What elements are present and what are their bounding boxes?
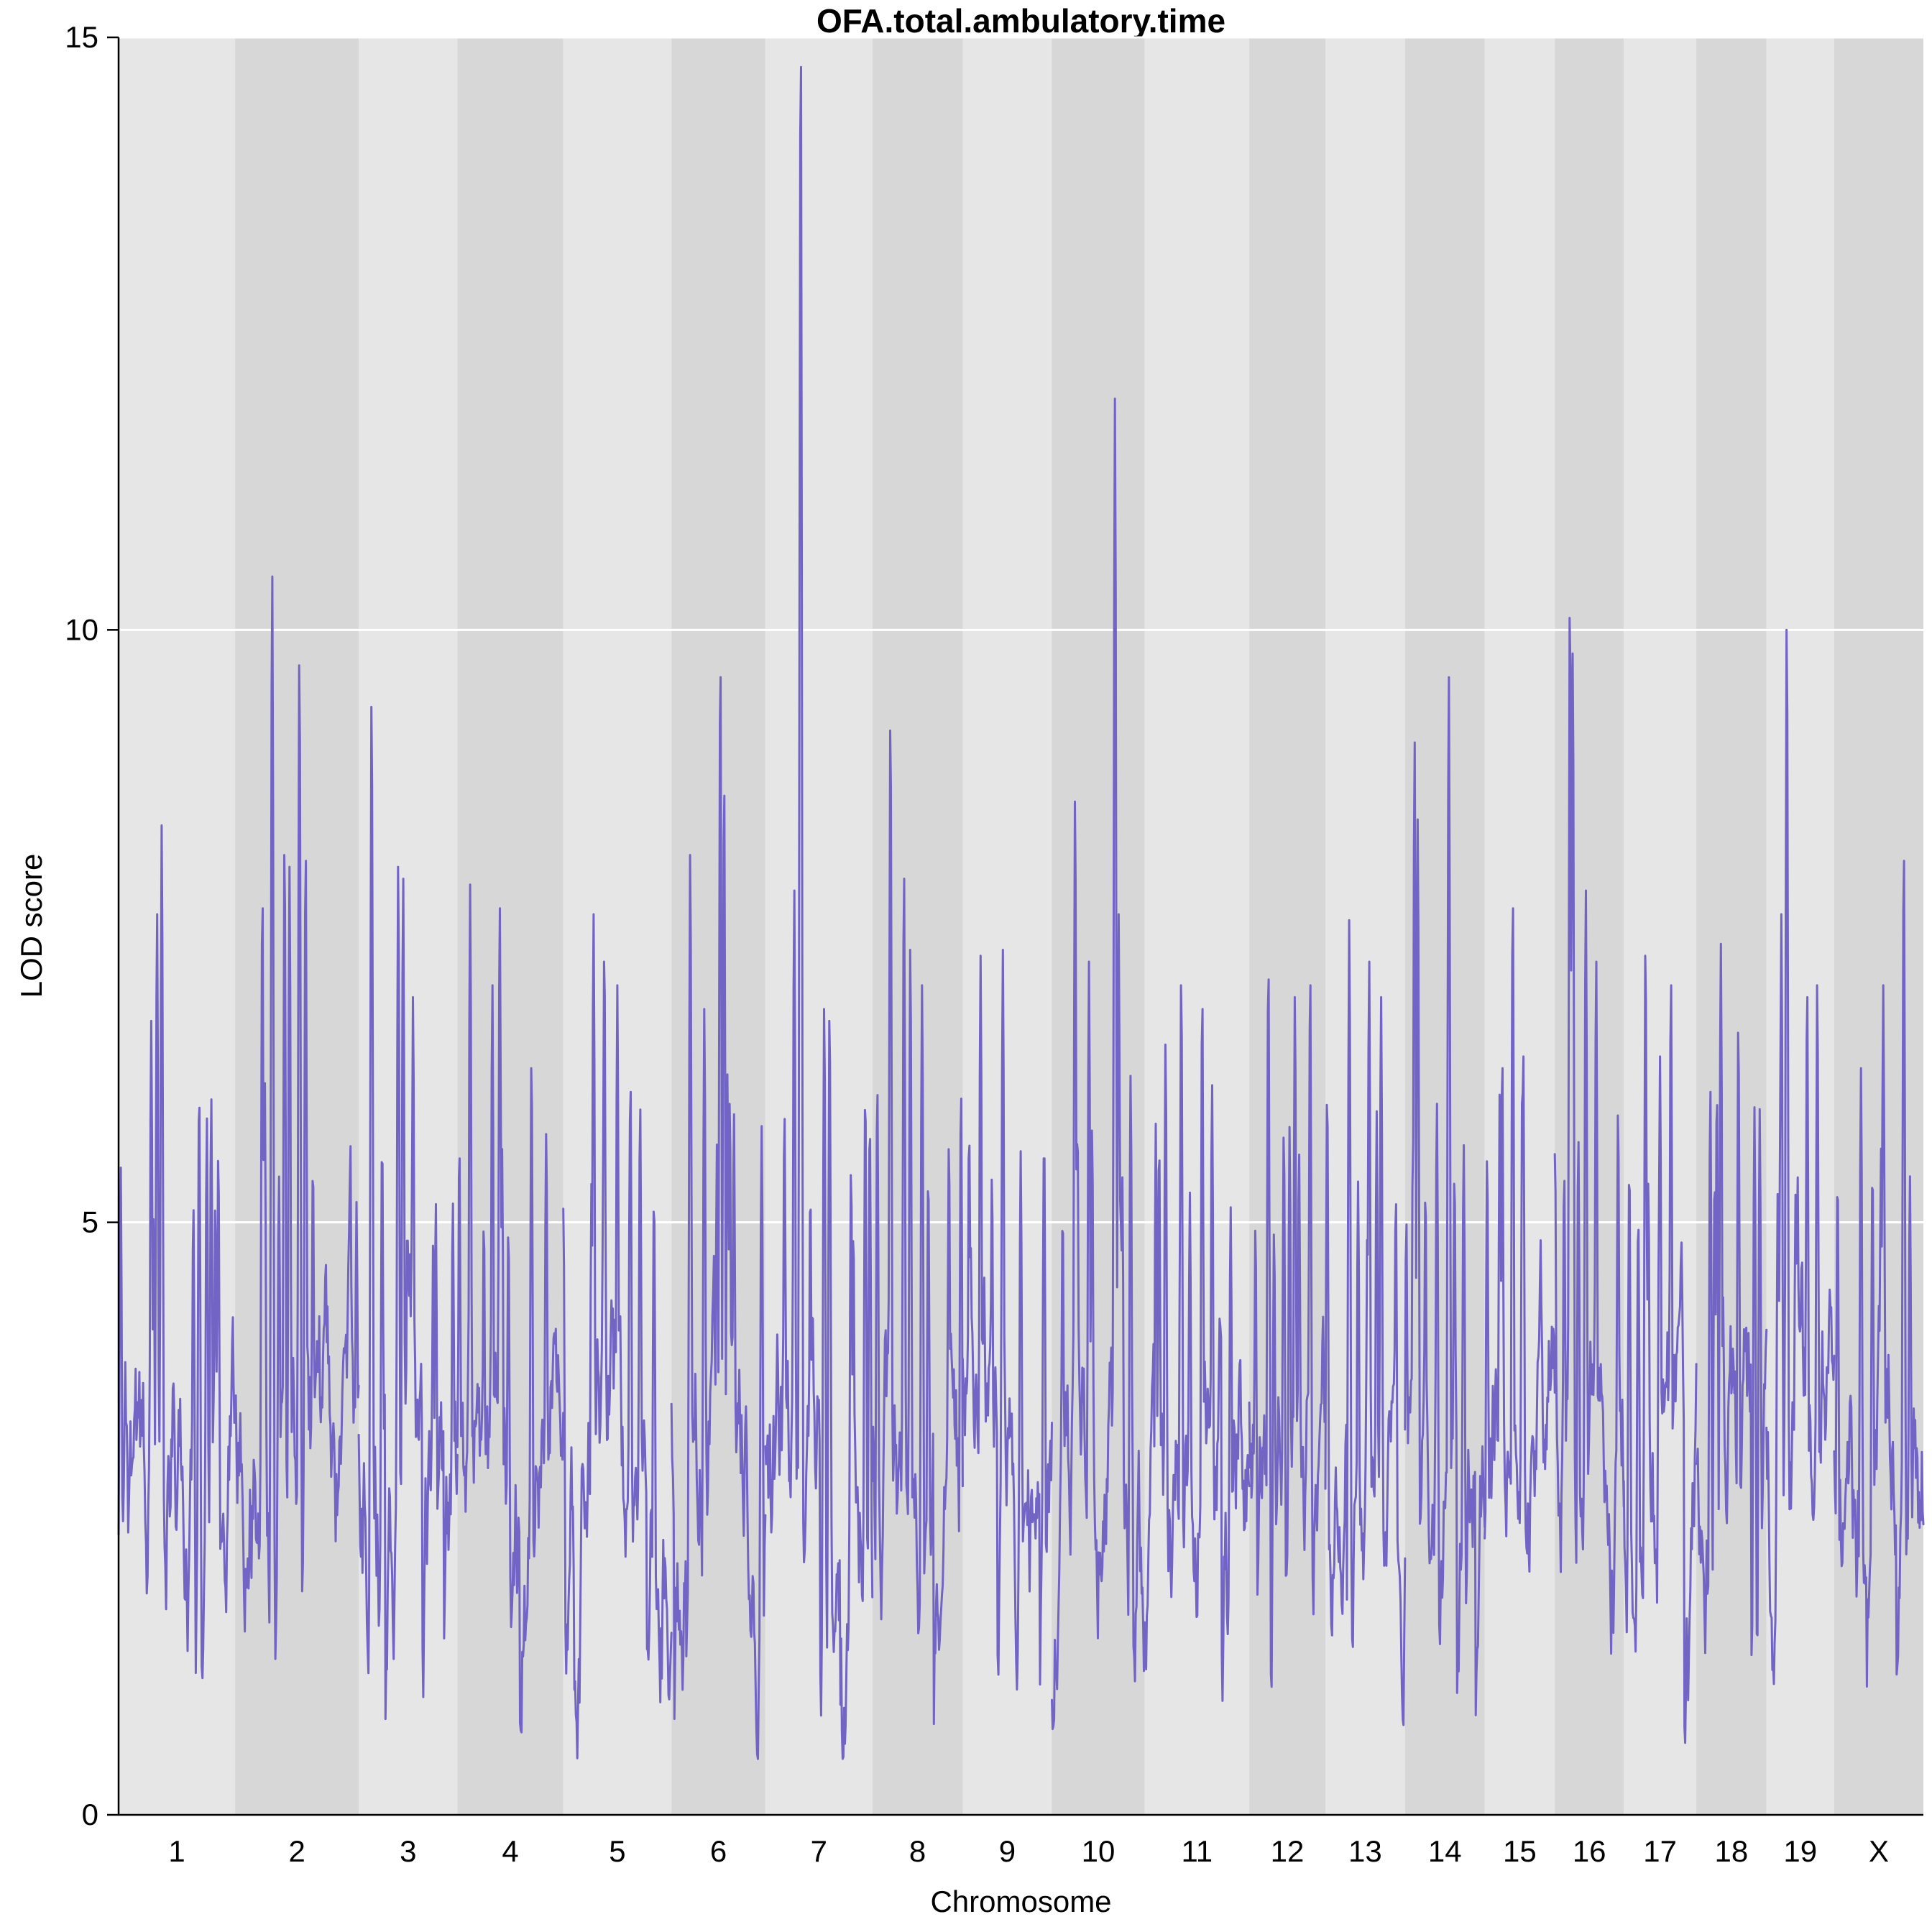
lod-trace-chr-4 [456,883,565,1734]
chromosome-band-2 [235,37,359,1815]
lod-trace-chr-7 [764,65,874,1760]
lod-trace-chr-5 [562,913,673,1760]
chart-title: OFA.total.ambulatory.time [816,2,1226,40]
lod-trace-chr-10 [1051,397,1146,1731]
lod-trace-chr-6 [670,676,767,1760]
x-tick-label-chr-5: 5 [609,1834,625,1868]
lod-trace-chr-12 [1248,978,1327,1688]
lod-trace-chr-16 [1553,617,1625,1655]
chromosome-band-17 [1624,37,1697,1815]
x-tick-label-chr-17: 17 [1643,1834,1677,1868]
lod-trace-chr-9 [961,949,1053,1691]
lod-trace-chr-1 [117,824,236,1680]
y-tick-label-5: 5 [82,1205,98,1239]
x-tick-label-chr-8: 8 [909,1834,926,1868]
x-tick-label-chr-19: 19 [1783,1834,1817,1868]
lod-trace-chr-3 [357,706,459,1721]
y-tick-label-0: 0 [82,1798,98,1831]
lod-trace-chr-18 [1695,942,1768,1657]
x-tick-label-chr-12: 12 [1271,1834,1305,1868]
x-tick-label-chr-7: 7 [811,1834,827,1868]
chromosome-band-10 [1052,37,1145,1815]
chromosome-band-8 [872,37,963,1815]
x-tick-label-chr-1: 1 [168,1834,185,1868]
x-tick-label-chr-13: 13 [1348,1834,1382,1868]
chromosome-band-15 [1484,37,1555,1815]
x-tick-label-chr-9: 9 [999,1834,1016,1868]
chromosome-band-19 [1766,37,1834,1815]
lod-trace-chr-17 [1622,954,1698,1744]
chromosome-band-X [1834,37,1923,1815]
lod-trace-chr-15 [1484,907,1556,1573]
x-tick-label-chr-6: 6 [710,1834,727,1868]
chromosome-band-3 [359,37,458,1815]
x-tick-label-chr-3: 3 [400,1834,416,1868]
lod-trace-chr-X [1833,860,1925,1688]
chromosome-band-11 [1144,37,1250,1815]
y-tick-label-10: 10 [65,612,98,646]
y-tick-label-15: 15 [65,20,98,54]
x-tick-label-chr-15: 15 [1503,1834,1537,1868]
chromosome-band-7 [765,37,873,1815]
x-tick-label-chr-14: 14 [1428,1834,1462,1868]
chromosome-band-1 [119,37,236,1815]
x-tick-label-chr-X: X [1869,1834,1889,1868]
x-tick-label-chr-11: 11 [1182,1834,1213,1868]
lod-trace-chr-13 [1324,919,1407,1726]
lod-trace-chr-19 [1765,628,1836,1685]
x-tick-label-chr-2: 2 [288,1834,305,1868]
lod-trace-chr-11 [1144,984,1251,1702]
x-axis-label: Chromosome [930,1885,1112,1918]
x-tick-label-chr-10: 10 [1082,1834,1116,1868]
x-tick-label-chr-4: 4 [502,1834,518,1868]
lod-trace-chr-8 [871,730,964,1726]
chromosome-band-16 [1555,37,1624,1815]
x-tick-label-chr-18: 18 [1714,1834,1748,1868]
lod-trace-chr-2 [234,575,360,1660]
lod-trace-chr-14 [1404,676,1486,1716]
x-tick-label-chr-16: 16 [1573,1834,1606,1868]
